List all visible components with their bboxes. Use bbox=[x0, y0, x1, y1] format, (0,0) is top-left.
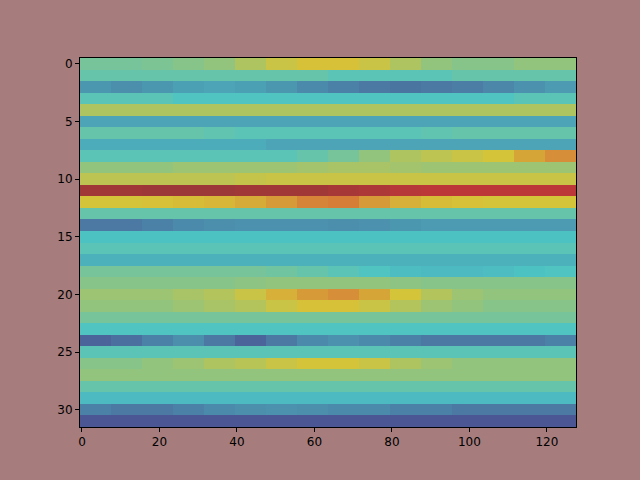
svg-text:40: 40 bbox=[229, 435, 244, 449]
svg-text:25: 25 bbox=[57, 345, 72, 359]
svg-text:20: 20 bbox=[152, 435, 167, 449]
svg-text:100: 100 bbox=[458, 435, 481, 449]
svg-text:120: 120 bbox=[535, 435, 558, 449]
svg-text:60: 60 bbox=[307, 435, 322, 449]
svg-text:10: 10 bbox=[57, 172, 72, 186]
svg-text:30: 30 bbox=[57, 403, 72, 417]
svg-text:15: 15 bbox=[57, 230, 72, 244]
svg-text:5: 5 bbox=[65, 115, 73, 129]
svg-text:20: 20 bbox=[57, 288, 72, 302]
svg-text:0: 0 bbox=[78, 435, 86, 449]
svg-text:0: 0 bbox=[65, 57, 73, 71]
svg-text:80: 80 bbox=[384, 435, 399, 449]
